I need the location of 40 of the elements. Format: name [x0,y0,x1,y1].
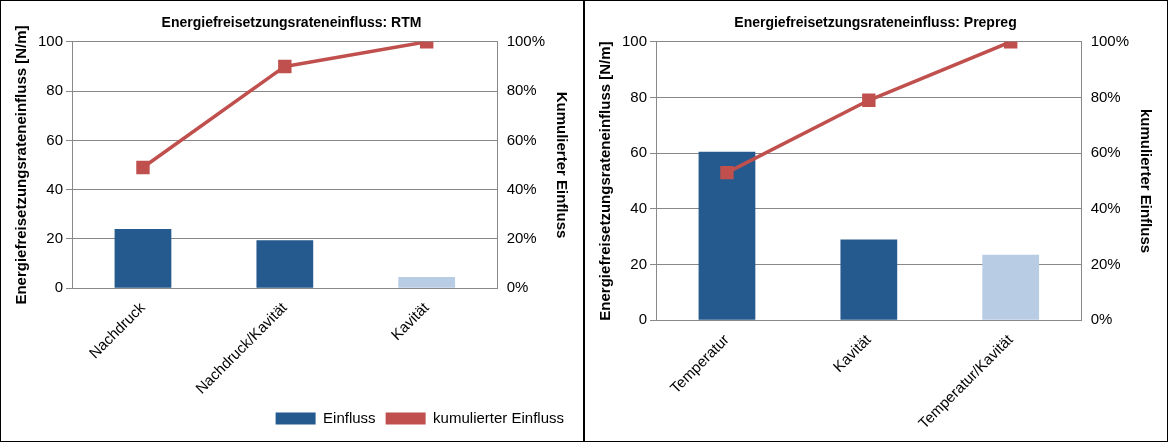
y-tick-label: 0 [638,310,648,328]
y2-tick-label: 40% [1090,199,1121,217]
point [720,165,734,180]
y-tick-label: 60 [630,143,648,161]
y-tick-label: 20 [46,229,64,247]
y-tick-label: 40 [630,199,648,217]
bar [256,240,314,288]
y2-tick-label: 80% [506,81,537,99]
y2-tick-label: 100% [506,31,546,49]
point [862,93,876,107]
y2-tick-label: 0% [1090,310,1113,328]
bar [840,239,898,320]
y2-tick-label: 80% [1090,87,1121,105]
y2-tick-label: 0% [506,278,529,296]
y2-axis-title: kumulierter Einfluss [1137,108,1155,254]
y-tick-label: 80 [46,81,64,99]
y2-tick-label: 20% [506,229,537,247]
legend-label: Einfluss [323,408,376,426]
y2-tick-label: 100% [1090,31,1130,49]
bar [982,254,1040,320]
chart-title: Energiefreisetzungsrateneinfluss: RTM [161,14,422,31]
chart-title: Energiefreisetzungsrateneinfluss: Prepreg [734,14,1017,31]
y-tick-label: 100 [38,31,64,49]
y-tick-label: 60 [46,130,64,148]
bar [114,229,172,288]
y-tick-label: 20 [630,254,648,272]
bar [398,277,456,288]
bar [698,151,756,320]
y2-tick-label: 40% [506,179,537,197]
y-tick-label: 40 [46,179,64,197]
y2-axis-title: Kumulierter Einfluss [553,91,571,239]
y-tick-label: 0 [54,278,64,296]
legend-label: kumulierter Einfluss [433,408,565,426]
y2-tick-label: 60% [1090,143,1121,161]
y-tick-label: 100 [622,31,648,49]
y-axis-title: Energiefreisetzungsrateneinfluss [N/m] [12,25,30,305]
y2-tick-label: 60% [506,130,537,148]
y2-tick-label: 20% [1090,254,1121,272]
y-tick-label: 80 [630,87,648,105]
y-axis-title: Energiefreisetzungsrateneinfluss [N/m] [596,41,614,321]
